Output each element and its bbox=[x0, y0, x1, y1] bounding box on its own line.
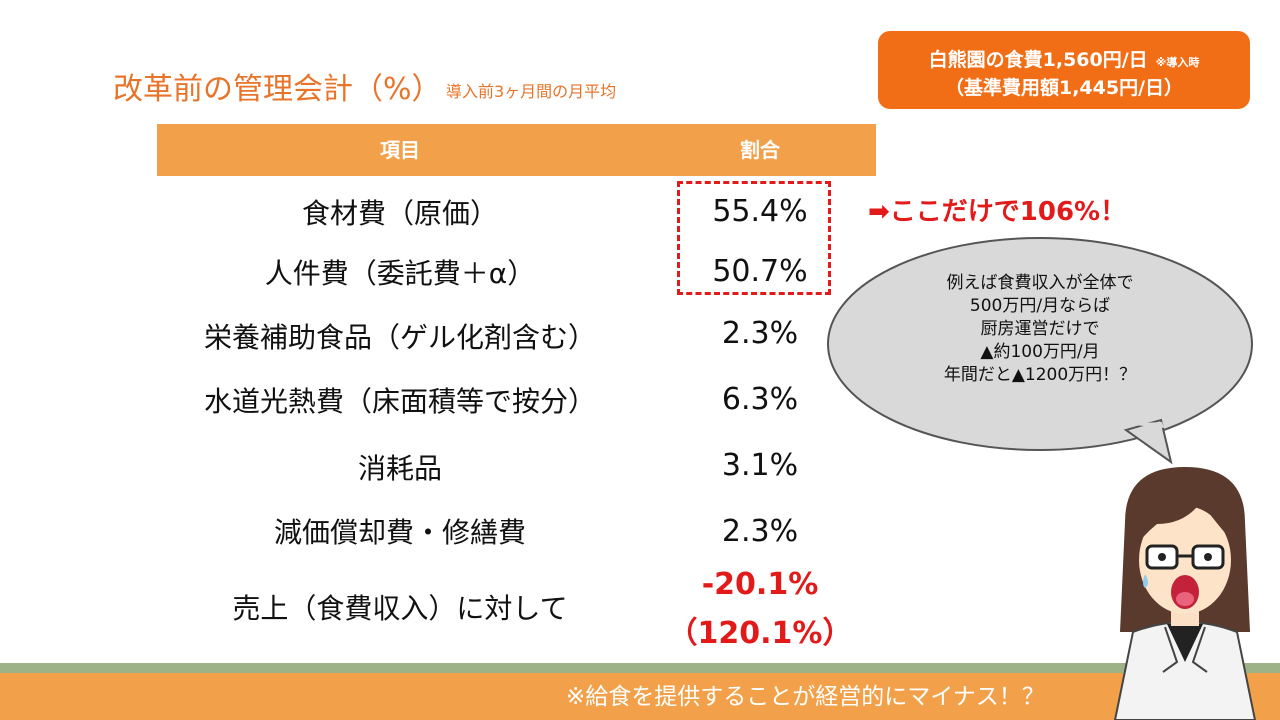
row-label: 消耗品 bbox=[357, 452, 442, 485]
highlight-dashed-box bbox=[677, 181, 831, 295]
info-line1: 白熊園の食費1,560円/日 bbox=[928, 49, 1148, 71]
row-value-ratio: （120.1%） bbox=[667, 616, 853, 651]
table-header: 項目 割合 bbox=[157, 124, 876, 176]
footer-band-green bbox=[0, 663, 1280, 673]
row-label: 栄養補助食品（ゲル化剤含む） bbox=[203, 321, 596, 354]
speech-bubble bbox=[827, 237, 1253, 465]
page-subtitle: 導入前3ヶ月間の月平均 bbox=[446, 82, 617, 101]
callout-text: ➡ここだけで106%！ bbox=[868, 197, 1127, 227]
row-value: 2.3% bbox=[721, 316, 799, 351]
bubble-line: 厨房運営だけで bbox=[980, 319, 1100, 339]
surprised-woman-illustration bbox=[1113, 467, 1257, 720]
row-value: 6.3% bbox=[721, 382, 799, 417]
column-header-item: 項目 bbox=[380, 138, 420, 162]
bubble-line: 例えば食費収入が全体で bbox=[946, 273, 1134, 293]
row-label: 水道光熱費（床面積等で按分） bbox=[203, 385, 596, 418]
row-label: 食材費（原価） bbox=[301, 197, 498, 230]
row-value-negative: -20.1% bbox=[701, 567, 819, 602]
page-title: 改革前の管理会計（%） bbox=[113, 72, 442, 107]
footer-text: ※給食を提供することが経営的にマイナス！？ bbox=[566, 684, 1045, 710]
info-box: 白熊園の食費1,560円/日 ※導入時 （基準費用額1,445円/日） bbox=[878, 31, 1250, 109]
row-label: 売上（食費収入）に対して bbox=[232, 592, 568, 625]
row-value: 3.1% bbox=[721, 448, 799, 483]
info-line2: （基準費用額1,445円/日） bbox=[944, 77, 1184, 99]
row-value: 2.3% bbox=[721, 514, 799, 549]
bubble-line: 年間だと▲1200万円！？ bbox=[943, 365, 1137, 385]
bubble-text: 例えば食費収入が全体で 500万円/月ならば 厨房運営だけで ▲約100万円/月… bbox=[826, 272, 1254, 387]
column-header-ratio: 割合 bbox=[740, 138, 780, 162]
row-label: 人件費（委託費＋α） bbox=[264, 257, 536, 290]
row-value: 50.7% bbox=[712, 254, 808, 289]
bubble-line: ▲約100万円/月 bbox=[980, 342, 1100, 362]
bubble-line: 500万円/月ならば bbox=[969, 296, 1111, 316]
row-value: 55.4% bbox=[712, 194, 808, 229]
footer-band-orange bbox=[0, 673, 1280, 720]
row-label: 減価償却費・修繕費 bbox=[273, 516, 526, 549]
info-line1-note: ※導入時 bbox=[1155, 56, 1200, 69]
